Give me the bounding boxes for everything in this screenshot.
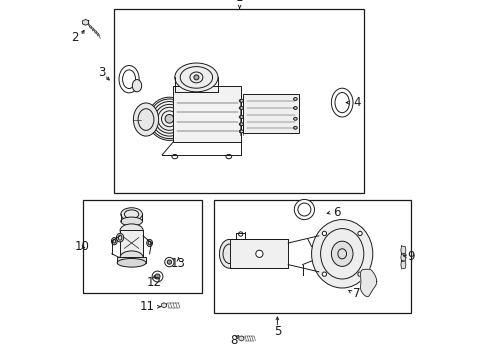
Ellipse shape [172, 154, 178, 159]
Bar [243, 94, 299, 133]
Ellipse shape [294, 126, 297, 129]
Ellipse shape [132, 80, 142, 92]
Ellipse shape [331, 88, 353, 117]
Ellipse shape [152, 271, 163, 282]
Text: 1: 1 [236, 0, 244, 4]
Ellipse shape [294, 98, 297, 100]
Ellipse shape [312, 220, 373, 288]
Ellipse shape [121, 217, 143, 226]
Ellipse shape [358, 231, 362, 235]
Bar [83, 200, 202, 293]
Ellipse shape [294, 107, 297, 109]
Text: 4: 4 [353, 96, 361, 109]
Ellipse shape [175, 63, 218, 92]
Bar [120, 230, 143, 257]
Ellipse shape [256, 250, 263, 257]
Ellipse shape [111, 238, 117, 245]
Ellipse shape [239, 130, 244, 133]
Ellipse shape [358, 272, 362, 276]
Ellipse shape [239, 116, 244, 118]
Text: 8: 8 [230, 334, 238, 347]
Ellipse shape [322, 272, 326, 276]
Ellipse shape [294, 199, 315, 220]
Bar [229, 239, 288, 268]
Ellipse shape [194, 75, 199, 80]
Text: 7: 7 [353, 287, 361, 300]
Bar [117, 257, 146, 263]
Text: 2: 2 [72, 31, 79, 44]
Ellipse shape [117, 233, 123, 242]
Ellipse shape [239, 232, 243, 236]
Polygon shape [401, 253, 406, 262]
Ellipse shape [363, 274, 372, 289]
Bar [114, 9, 364, 193]
Text: 6: 6 [333, 206, 341, 219]
Polygon shape [239, 336, 244, 341]
Text: 11: 11 [139, 300, 154, 313]
Polygon shape [361, 269, 377, 297]
Ellipse shape [322, 231, 326, 235]
Text: 5: 5 [274, 325, 281, 338]
Ellipse shape [220, 239, 240, 268]
Ellipse shape [165, 257, 174, 267]
Ellipse shape [239, 99, 244, 102]
Ellipse shape [120, 251, 143, 264]
Ellipse shape [120, 224, 143, 237]
Ellipse shape [294, 117, 297, 120]
Ellipse shape [155, 274, 160, 279]
Polygon shape [162, 303, 167, 308]
Text: 9: 9 [408, 250, 415, 263]
Ellipse shape [165, 114, 174, 123]
Polygon shape [82, 19, 89, 25]
Text: 3: 3 [98, 66, 106, 78]
Ellipse shape [226, 154, 232, 159]
Ellipse shape [119, 66, 139, 93]
Polygon shape [401, 260, 406, 269]
Ellipse shape [167, 260, 171, 264]
Ellipse shape [147, 239, 152, 247]
Ellipse shape [239, 123, 244, 126]
Bar [215, 200, 411, 313]
Ellipse shape [121, 208, 143, 221]
Text: 10: 10 [74, 240, 90, 253]
Text: 13: 13 [171, 257, 186, 270]
Polygon shape [401, 246, 406, 255]
Ellipse shape [331, 241, 353, 266]
Bar [173, 86, 242, 142]
Ellipse shape [148, 97, 191, 140]
Ellipse shape [117, 258, 146, 267]
Ellipse shape [133, 103, 159, 136]
Ellipse shape [239, 107, 244, 109]
Text: 12: 12 [147, 276, 162, 289]
